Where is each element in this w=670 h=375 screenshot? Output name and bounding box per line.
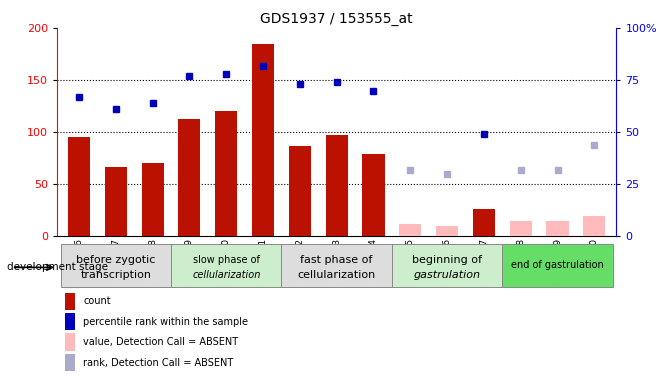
Bar <box>65 354 75 371</box>
Text: gastrulation: gastrulation <box>413 270 480 280</box>
Bar <box>252 44 274 236</box>
Bar <box>289 146 311 236</box>
Bar <box>68 137 90 236</box>
Text: count: count <box>83 296 111 306</box>
Text: rank, Detection Call = ABSENT: rank, Detection Call = ABSENT <box>83 358 234 368</box>
Text: development stage: development stage <box>7 262 108 272</box>
Bar <box>178 118 200 236</box>
Bar <box>362 154 385 236</box>
Bar <box>141 164 163 236</box>
Text: percentile rank within the sample: percentile rank within the sample <box>83 316 249 327</box>
Bar <box>547 220 569 236</box>
Bar <box>105 166 127 236</box>
Text: cellularization: cellularization <box>297 270 376 280</box>
Text: beginning of: beginning of <box>412 255 482 265</box>
Bar <box>65 313 75 330</box>
FancyBboxPatch shape <box>171 244 281 287</box>
Text: before zygotic: before zygotic <box>76 255 155 265</box>
Bar <box>326 135 348 236</box>
Text: slow phase of: slow phase of <box>193 255 260 265</box>
Text: end of gastrulation: end of gastrulation <box>511 260 604 270</box>
Bar <box>473 209 495 236</box>
Bar <box>215 111 237 236</box>
Bar <box>65 292 75 310</box>
Title: GDS1937 / 153555_at: GDS1937 / 153555_at <box>261 12 413 26</box>
Text: cellularization: cellularization <box>192 270 261 280</box>
FancyBboxPatch shape <box>60 244 171 287</box>
Text: value, Detection Call = ABSENT: value, Detection Call = ABSENT <box>83 337 239 347</box>
Bar <box>510 220 532 236</box>
FancyBboxPatch shape <box>281 244 392 287</box>
FancyBboxPatch shape <box>502 244 613 287</box>
Bar <box>584 216 606 236</box>
FancyBboxPatch shape <box>392 244 502 287</box>
Bar <box>399 224 421 236</box>
Bar <box>436 226 458 236</box>
Bar <box>65 333 75 351</box>
Text: transcription: transcription <box>80 270 151 280</box>
Text: fast phase of: fast phase of <box>300 255 373 265</box>
